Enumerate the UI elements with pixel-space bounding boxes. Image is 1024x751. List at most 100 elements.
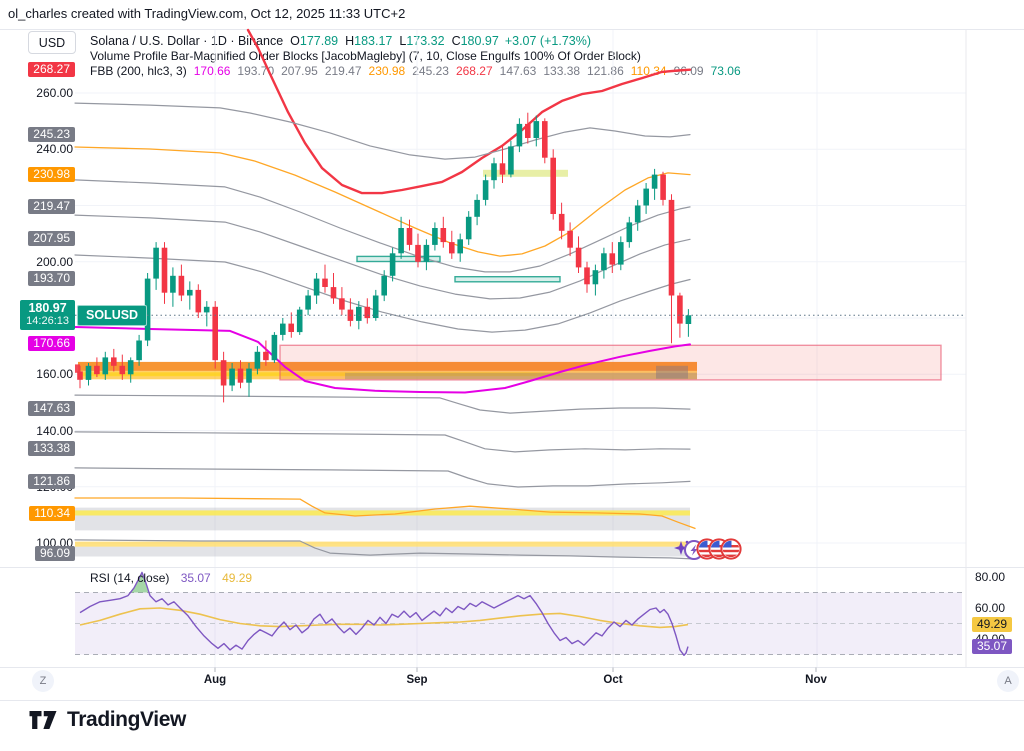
fbb-value: 133.38	[543, 64, 581, 78]
fbb-basis-171-line	[74, 326, 691, 394]
price-axis-label-160.00: 160.00	[36, 367, 73, 382]
fbb-231-line	[74, 146, 691, 257]
ohlc-val-L: 173.32	[406, 34, 445, 48]
price-axis-badge-121.86: 121.86	[28, 473, 75, 489]
time-axis-label-nov: Nov	[805, 674, 827, 686]
rsi-label: RSI (14, close)	[90, 571, 170, 585]
ohlc-values: O177.89 H183.17 L173.32 C180.97	[283, 34, 499, 48]
price-axis-label-240.00: 240.00	[36, 142, 73, 157]
fbb-96-line	[74, 539, 696, 560]
symbol-title: Solana / U.S. Dollar · 1D · Binance	[90, 34, 284, 48]
candlestick-series	[77, 112, 692, 403]
zone-97-yellow-stripe	[75, 541, 690, 547]
timeframe-jump-right-button[interactable]: A	[997, 670, 1019, 692]
fbb-245-line	[74, 102, 691, 160]
attribution-text: ol_charles created with TradingView.com,…	[8, 6, 406, 21]
ohlc-key-L: L	[399, 34, 407, 48]
time-axis-label-aug: Aug	[203, 674, 227, 686]
calendar-event-icons[interactable]	[674, 538, 742, 560]
price-axis-badge-230.98: 230.98	[28, 166, 75, 182]
orderblock-orange-upper	[78, 361, 697, 371]
chart-legend: Solana / U.S. Dollar · 1D · Binance O177.…	[90, 34, 741, 79]
fbb-value: 245.23	[412, 64, 449, 78]
legend-volume-profile-row[interactable]: Volume Profile Bar-Magnified Order Block…	[90, 49, 741, 64]
price-axis-badge-268.27: 268.27	[28, 61, 75, 77]
price-axis-badge-133.38: 133.38	[28, 441, 75, 457]
fbb-upper-268-line	[246, 28, 692, 195]
zone-110-yellow-stripe	[75, 510, 690, 516]
tradingview-logo-text: TradingView	[67, 708, 186, 731]
fbb-value: 230.98	[368, 64, 406, 78]
fbb-value: 147.63	[499, 64, 537, 78]
bar-countdown: 14:26:13	[26, 315, 69, 328]
fbb-value: 193.70	[237, 64, 275, 78]
change-value: +3.07 (+1.73%)	[504, 34, 591, 48]
fbb-110-line	[74, 497, 696, 530]
current-price-badge: 180.97 14:26:13	[20, 300, 75, 331]
orderblock-green-194	[454, 276, 561, 283]
price-axis-badge-245.23: 245.23	[28, 126, 75, 142]
red-left-tick	[75, 364, 80, 373]
price-axis-badge-207.95: 207.95	[28, 231, 75, 247]
tradingview-logo[interactable]: TradingView	[28, 707, 186, 733]
ohlc-key-H: H	[345, 34, 355, 48]
fbb-148-line	[74, 394, 691, 414]
time-axis-label-oct: Oct	[603, 674, 623, 686]
rsi-ma-value: 49.29	[222, 571, 253, 585]
orderblock-green-201	[356, 255, 441, 263]
orderblock-yellow-core	[78, 372, 560, 377]
fbb-value: 96.09	[673, 64, 704, 78]
us-flag-event-icon	[720, 538, 742, 560]
symbol-flag-label: SOLUSD	[77, 305, 148, 327]
price-axis-label-140.00: 140.00	[36, 423, 73, 438]
ohlc-key-O: O	[290, 34, 300, 48]
price-axis-label-200.00: 200.00	[36, 254, 73, 269]
fbb-values: 170.66 193.70 207.95 219.47 230.98 245.23 268.…	[187, 64, 741, 78]
fbb-value: 219.47	[324, 64, 362, 78]
legend-symbol-row[interactable]: Solana / U.S. Dollar · 1D · Binance O177.…	[90, 34, 741, 49]
fbb-value: 268.27	[455, 64, 493, 78]
price-axis-badge-110.34: 110.34	[29, 505, 75, 521]
ohlc-val-H: 183.17	[354, 34, 393, 48]
rsi-value: 35.07	[180, 571, 211, 585]
current-price: 180.97	[28, 301, 67, 316]
tradingview-logo-icon	[29, 711, 57, 729]
rsi-axis-label-60.00: 60.00	[975, 601, 1006, 615]
order-block-zones	[75, 169, 942, 557]
price-axis-label-260.00: 260.00	[36, 86, 73, 100]
orderblock-gray-last	[656, 365, 688, 379]
fbb-value: 170.66	[193, 64, 231, 78]
ohlc-val-O: 177.89	[299, 34, 339, 48]
zone-97-gray	[75, 546, 690, 557]
volume-profile-indicator-label: Volume Profile Bar-Magnified Order Block…	[90, 49, 641, 63]
fbb-194-line	[74, 254, 691, 333]
rsi-line	[79, 571, 689, 656]
fbb-indicator-label: FBB (200, hlc3, 3)	[90, 64, 187, 78]
ohlc-val-C: 180.97	[460, 34, 499, 48]
fbb-133-line	[74, 431, 691, 453]
price-axis-badge-193.70: 193.70	[28, 271, 75, 287]
rsi-legend[interactable]: RSI (14, close) 35.07 49.29	[90, 571, 252, 585]
ohlc-key-C: C	[451, 34, 461, 48]
currency-toggle[interactable]: USD	[28, 31, 76, 54]
price-axis-badge-219.47: 219.47	[28, 198, 75, 214]
fbb-122-line	[74, 467, 691, 488]
rsi-overbought-fill	[131, 572, 149, 593]
rsi-axis-badge-35.07: 35.07	[972, 638, 1013, 654]
fbb-value: 73.06	[710, 64, 741, 78]
orderblock-bearish-pink	[279, 344, 942, 381]
rsi-pane	[75, 571, 962, 656]
price-axis-badge-147.63: 147.63	[28, 401, 75, 417]
timeframe-jump-left-button[interactable]: Z	[32, 670, 54, 692]
price-axis-badge-170.66: 170.66	[28, 336, 75, 352]
time-axis-label-sep: Sep	[406, 674, 428, 686]
price-axis-badge-96.09: 96.09	[34, 545, 75, 561]
fbb-value: 121.86	[587, 64, 624, 78]
fbb-219-line	[74, 179, 691, 273]
rsi-axis-label-80.00: 80.00	[975, 570, 1006, 584]
rsi-axis-badge-49.29: 49.29	[972, 616, 1013, 632]
legend-fbb-row[interactable]: FBB (200, hlc3, 3) 170.66 193.70 207.95 219.…	[90, 64, 741, 79]
fbb-value: 207.95	[281, 64, 318, 78]
